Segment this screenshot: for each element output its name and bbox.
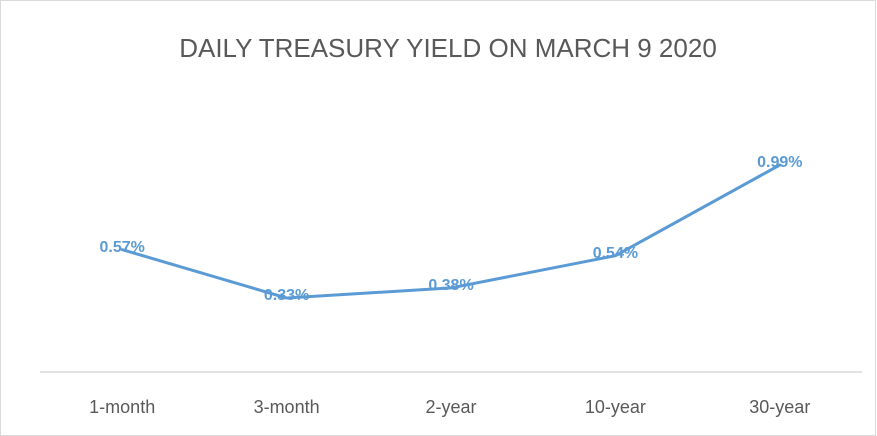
x-tick-label: 2-year: [425, 397, 476, 417]
data-label: 0.57%: [100, 239, 145, 256]
data-label: 0.33%: [264, 287, 309, 304]
data-label: 0.38%: [428, 277, 473, 294]
line: [120, 163, 782, 300]
data-label: 0.54%: [593, 245, 638, 262]
x-tick-label: 3-month: [254, 397, 320, 417]
x-tick-label: 10-year: [585, 397, 646, 417]
data-label: 0.99%: [757, 154, 802, 171]
chart-title: DAILY TREASURY YIELD ON MARCH 9 2020: [179, 33, 717, 63]
x-tick-label: 1-month: [89, 397, 155, 417]
x-tick-label: 30-year: [749, 397, 810, 417]
